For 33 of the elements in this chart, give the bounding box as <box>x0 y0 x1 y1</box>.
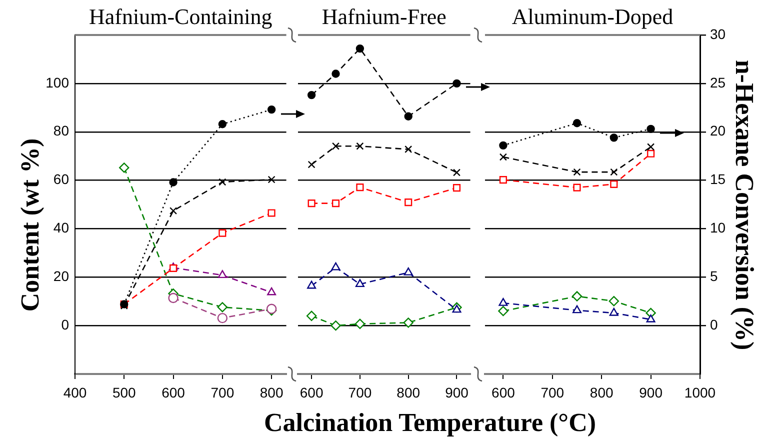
chart-title: Aluminum-Doped <box>510 4 674 30</box>
x-tick-label: 900 <box>445 384 469 400</box>
y2-axis-title: n-Hexane Conversion (%) <box>729 59 760 350</box>
y-axis-title: Content (wt %) <box>15 138 46 312</box>
y2-tick-label: 15 <box>710 171 726 188</box>
y-tick-label: 60 <box>53 171 70 188</box>
y2-tick-label: 30 <box>710 26 726 42</box>
x-axis-title: Calcination Temperature (°C) <box>264 408 596 438</box>
y-tick-label: 100 <box>46 74 70 90</box>
x-tick-label: 1000 <box>684 384 716 400</box>
x-tick-label: 500 <box>112 384 136 400</box>
x-tick-label: 700 <box>348 384 372 400</box>
y2-tick-label: 25 <box>710 74 726 90</box>
chart-title: Hafnium-Containing <box>88 4 274 30</box>
x-tick-label: 800 <box>590 384 614 400</box>
y-tick-label: 40 <box>53 220 70 236</box>
x-tick-label: 800 <box>396 384 420 400</box>
y-tick-label: 0 <box>61 316 70 332</box>
x-tick-label: 700 <box>540 384 564 400</box>
y2-tick-label: 20 <box>710 122 726 139</box>
y2-tick-label: 10 <box>710 220 726 236</box>
y2-tick-label: 0 <box>710 316 718 332</box>
x-tick-label: 400 <box>63 384 87 400</box>
y-tick-label: 20 <box>53 268 70 284</box>
chart-title: Hafnium-Free <box>320 4 448 30</box>
x-tick-label: 600 <box>300 384 324 400</box>
x-tick-label: 800 <box>260 384 284 400</box>
y2-tick-label: 5 <box>710 268 718 284</box>
x-tick-label: 700 <box>210 384 234 400</box>
x-tick-label: 600 <box>162 384 186 400</box>
x-tick-label: 600 <box>492 384 516 400</box>
y-tick-label: 80 <box>53 122 70 139</box>
x-tick-label: 900 <box>639 384 663 400</box>
